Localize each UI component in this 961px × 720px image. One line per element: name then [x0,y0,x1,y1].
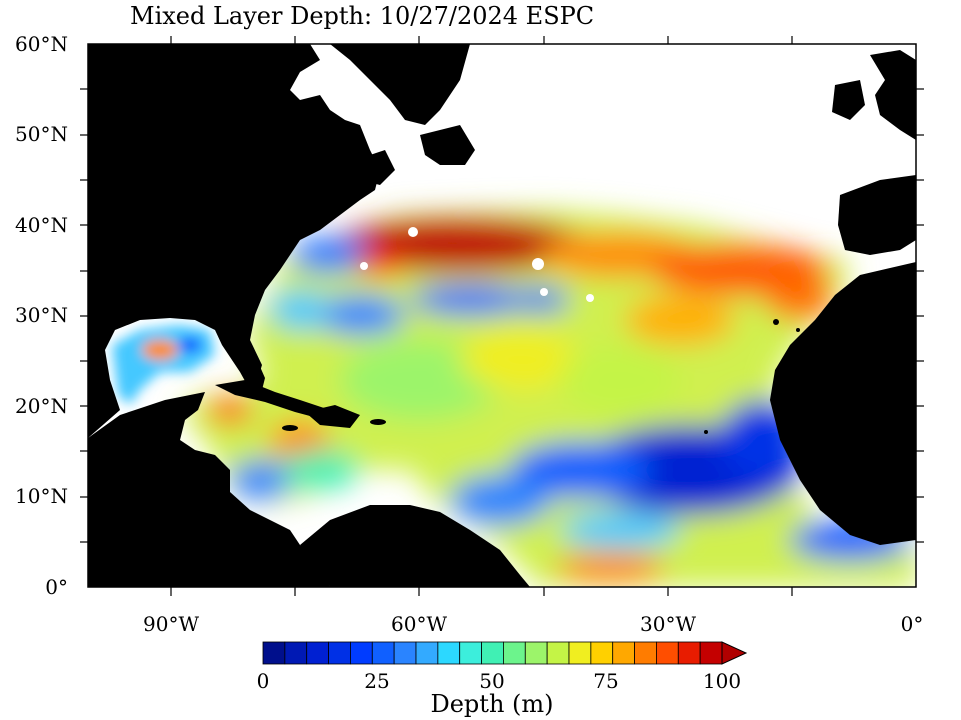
south-america-land [300,505,530,587]
lat-label: 40°N [15,213,68,237]
cuba-land [215,380,345,420]
lat-label: 10°N [15,484,68,508]
lat-label: 0° [45,575,68,599]
lon-label: 90°W [142,612,200,636]
colorbar-label: Depth (m) [430,690,554,718]
colorbar-tick: 50 [479,669,505,693]
africa-land [770,262,916,545]
lon-label: 30°W [639,612,697,636]
colorbar-cell [524,641,548,665]
colorbar-cell [328,641,351,665]
map-title: Mixed Layer Depth: 10/27/2024 ESPC [130,2,595,30]
colorbar-cell [459,641,482,665]
colorbar-cell [262,641,286,665]
lat-label: 60°N [15,32,68,56]
lat-label: 30°N [15,303,68,327]
central-america-land [88,392,330,587]
colorbar-cell [306,641,329,665]
map-ticks [80,36,924,596]
colorbar-cell [503,641,526,665]
colorbar-tick: 25 [364,669,390,693]
colorbar-cell [415,641,439,665]
colorbar-cell [437,641,461,665]
colorbar [262,641,748,665]
colorbar-cell [699,641,723,665]
colorbar-cell [393,641,417,665]
mld-field [180,210,916,587]
colorbar-cell [350,641,373,665]
colorbar-cell [284,641,308,665]
colorbar-tick: 75 [593,669,619,693]
north-america-land [88,44,380,438]
lat-label: 50°N [15,122,68,146]
colorbar-tick: 0 [256,669,270,693]
gulf-field [112,325,215,405]
colorbar-tick: 100 [702,669,742,693]
colorbar-cell [656,641,679,665]
colorbar-cells [262,641,723,665]
nodata-spots [360,227,594,302]
lon-label: 60°W [390,612,448,636]
colorbar-cell [568,641,592,665]
colorbar-cell [677,641,701,665]
colorbar-cell [546,641,570,665]
colorbar-cell [481,641,504,665]
colorbar-cell [371,641,395,665]
colorbar-cell [612,641,635,665]
colorbar-cell [634,641,657,665]
colorbar-extend-arrow [721,641,748,665]
iberia-land [838,175,916,255]
lon-label: 0° [900,612,924,636]
lat-label: 20°N [15,394,68,418]
colorbar-cell [590,641,614,665]
